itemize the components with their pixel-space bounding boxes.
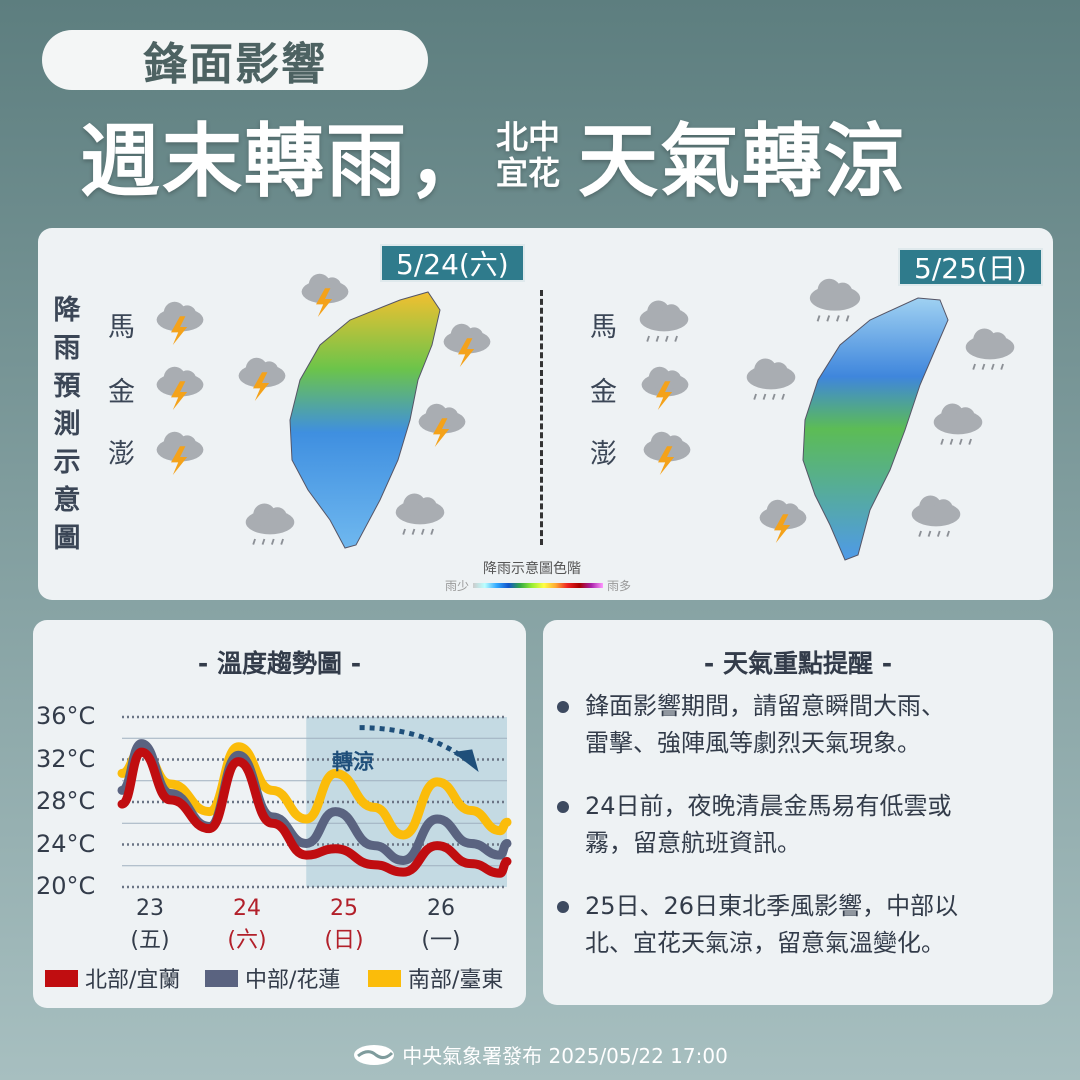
island-kinmen-2: 金	[590, 377, 617, 408]
legend-low: 雨少	[445, 579, 470, 593]
y-tick-label: 32°C	[36, 744, 96, 773]
island-matsu: 馬	[108, 312, 135, 343]
cooling-annotation: 轉涼	[332, 750, 374, 774]
topic-tag: 鋒面影響	[42, 30, 428, 90]
region-bottom: 宜花	[496, 154, 561, 192]
rain-cloud-icon	[638, 299, 690, 343]
note-line: 鋒面影響期間，請留意瞬間大雨、	[585, 692, 945, 720]
weather-notes-panel: - 天氣重點提醒 - 鋒面影響期間，請留意瞬間大雨、 雷擊、強陣風等劇烈天氣現象。…	[543, 620, 1053, 1005]
series-line-1	[117, 739, 512, 865]
temperature-chart	[117, 715, 512, 889]
note-line: 北、宜花天氣涼，留意氣溫變化。	[585, 929, 945, 957]
island-penghu: 澎	[108, 439, 135, 470]
x-tick-label: 23 (五)	[130, 896, 170, 953]
headline-part2: 天氣轉涼	[578, 115, 907, 208]
note-item: 25日、26日東北季風影響，中部以 北、宜花天氣涼，留意氣溫變化。	[543, 888, 958, 962]
series-line-2	[117, 742, 512, 840]
legend-item: 北部/宜蘭	[45, 962, 180, 994]
legend-item: 中部/花蓮	[205, 962, 340, 994]
island-kinmen: 金	[108, 377, 135, 408]
y-tick-label: 36°C	[36, 702, 96, 730]
rain-cloud-icon	[808, 277, 862, 323]
y-tick-label: 28°C	[36, 787, 96, 815]
rain-cloud-icon	[910, 494, 962, 538]
cwa-logo-icon	[354, 1044, 395, 1065]
legend-swatch	[45, 969, 78, 987]
rain-legend-title: 降雨示意圖色階	[483, 561, 581, 577]
headline-part1: 週末轉雨，	[80, 115, 490, 208]
rain-forecast-label: 降雨預測示意圖	[53, 295, 81, 554]
date-label-day1: 5/24(六)	[380, 244, 525, 282]
note-line: 雷擊、強陣風等劇烈天氣現象。	[585, 729, 921, 757]
y-tick-label: 20°C	[36, 872, 96, 900]
legend-label: 南部/臺東	[408, 968, 504, 993]
rain-cloud-icon	[745, 357, 797, 401]
bullet-icon	[557, 701, 569, 713]
rain-color-scale	[473, 583, 604, 588]
legend-label: 北部/宜蘭	[85, 968, 181, 993]
map-divider	[540, 290, 543, 545]
note-line: 24日前，夜晚清晨金馬易有低雲或	[585, 792, 952, 820]
rain-cloud-icon	[932, 402, 984, 446]
y-tick-label: 24°C	[36, 829, 96, 858]
date-label-day2: 5/25(日)	[898, 248, 1043, 286]
footer: 中央氣象署發布 2025/05/22 17:00	[0, 1040, 1080, 1069]
series-line-0	[117, 747, 512, 878]
rain-legend: 雨少 雨多	[445, 577, 631, 594]
island-matsu-2: 馬	[590, 312, 617, 343]
taiwan-map-day1	[289, 291, 441, 549]
island-penghu-2: 澎	[590, 439, 617, 470]
region-top: 北中	[496, 118, 561, 156]
bullet-icon	[557, 801, 569, 813]
note-line: 25日、26日東北季風影響，中部以	[585, 892, 959, 920]
taiwan-map-day2	[802, 297, 949, 561]
thunderstorm-icon	[643, 431, 691, 475]
chart-heading: - 溫度趨勢圖 -	[197, 649, 362, 678]
note-item: 鋒面影響期間，請留意瞬間大雨、 雷擊、強陣風等劇烈天氣現象。	[543, 688, 945, 762]
rain-cloud-icon	[964, 327, 1016, 371]
x-tick-label: 26 (一)	[421, 896, 461, 953]
footer-text: 中央氣象署發布 2025/05/22 17:00	[402, 1044, 728, 1068]
legend-high: 雨多	[607, 579, 632, 593]
legend-label: 中部/花蓮	[245, 968, 341, 993]
headline-regions: 北中 宜花	[496, 119, 560, 191]
rain-maps	[156, 273, 1016, 561]
headline: 週末轉雨， 北中 宜花 天氣轉涼	[80, 105, 906, 208]
x-tick-label: 25 (日)	[324, 896, 364, 953]
legend-swatch	[205, 969, 238, 987]
note-item: 24日前，夜晚清晨金馬易有低雲或 霧，留意航班資訊。	[543, 788, 952, 862]
arrow-head-icon	[452, 749, 479, 772]
legend-swatch	[368, 969, 401, 987]
note-line: 霧，留意航班資訊。	[585, 829, 801, 857]
legend-item: 南部/臺東	[368, 962, 503, 994]
thunderstorm-icon	[759, 499, 807, 543]
notes-heading: - 天氣重點提醒 -	[703, 649, 893, 678]
x-tick-label: 24 (六)	[227, 896, 267, 953]
bullet-icon	[557, 901, 569, 913]
thunderstorm-icon	[641, 366, 689, 410]
